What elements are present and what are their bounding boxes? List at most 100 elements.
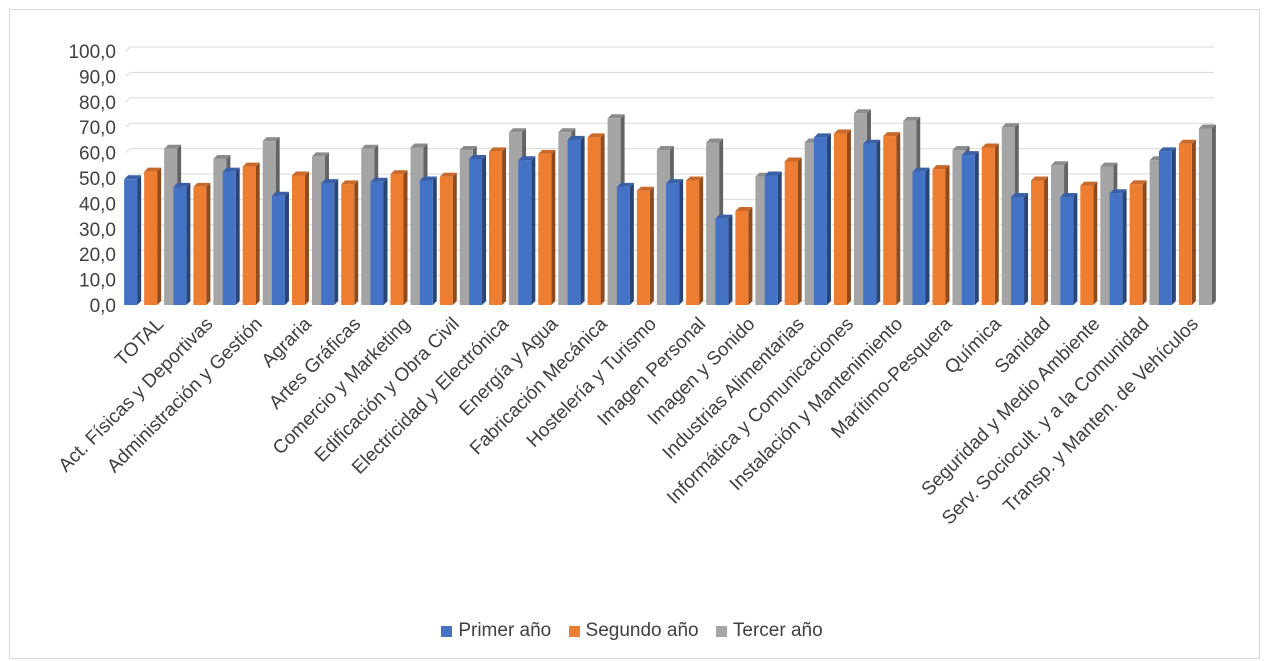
bar-top xyxy=(715,214,733,219)
bar xyxy=(735,207,753,305)
bar-side xyxy=(699,176,704,305)
bar-top xyxy=(1158,147,1176,152)
bar-side xyxy=(551,149,556,305)
bar-front xyxy=(715,218,729,305)
bar-side xyxy=(206,182,211,305)
bar-top xyxy=(666,179,684,184)
bar-side xyxy=(137,175,142,305)
bar-top xyxy=(587,133,605,138)
bar-side xyxy=(1122,189,1127,305)
bar-front xyxy=(636,190,650,305)
bar xyxy=(222,167,240,305)
bar xyxy=(833,129,851,305)
bar xyxy=(518,156,536,305)
bar-front xyxy=(1109,193,1123,305)
bar-side xyxy=(846,129,851,305)
bar-front xyxy=(1129,184,1143,305)
bar-side xyxy=(186,182,191,305)
bar xyxy=(961,151,979,305)
gridline-side xyxy=(125,97,131,103)
bar-top xyxy=(656,146,674,151)
bar-side xyxy=(304,171,309,305)
bar-front xyxy=(961,155,975,305)
bar-top xyxy=(370,177,388,182)
bar-front xyxy=(419,180,433,305)
bar-front xyxy=(1158,151,1172,305)
bar-top xyxy=(903,116,921,121)
bar-top xyxy=(607,114,625,119)
bar-side xyxy=(777,171,782,305)
bar-side xyxy=(452,172,457,305)
bar-front xyxy=(370,181,384,305)
legend-item-tercer: Tercer año xyxy=(715,620,823,642)
bar-top xyxy=(1109,189,1127,194)
bar-side xyxy=(403,170,408,305)
bar-side xyxy=(1093,181,1098,305)
bar-top xyxy=(1198,124,1216,129)
bar-side xyxy=(1191,139,1196,305)
bar xyxy=(567,135,585,305)
bar-front xyxy=(321,183,335,305)
bar-front xyxy=(616,186,630,305)
bar-front xyxy=(932,169,946,305)
bar-top xyxy=(439,172,457,177)
y-tick-label: 30,0 xyxy=(79,220,116,241)
gridline-side xyxy=(125,46,131,52)
bar-top xyxy=(419,176,437,181)
bar-side xyxy=(235,167,240,305)
bar-top xyxy=(213,154,231,159)
bar xyxy=(1031,176,1049,305)
bar-side xyxy=(826,133,831,305)
bar-side xyxy=(876,139,881,305)
bar-top xyxy=(361,144,379,149)
bar-side xyxy=(1073,193,1078,305)
bar-top xyxy=(952,146,970,151)
bar-side xyxy=(334,179,339,305)
bar-front xyxy=(538,153,552,305)
bar-front xyxy=(912,171,926,305)
bar-side xyxy=(1044,176,1049,305)
bar-side xyxy=(748,207,753,305)
bar xyxy=(469,154,487,305)
bar-top xyxy=(321,179,339,184)
legend-swatch-tercer xyxy=(715,625,727,637)
bar-side xyxy=(383,177,388,305)
bar-front xyxy=(981,147,995,305)
chart-frame xyxy=(9,9,1260,659)
bar-top xyxy=(912,167,930,172)
bar-side xyxy=(531,156,536,305)
bar-front xyxy=(1198,128,1212,305)
bar-top xyxy=(311,152,329,157)
bar-side xyxy=(502,147,507,305)
y-tick-label: 20,0 xyxy=(79,245,116,266)
bar xyxy=(1060,193,1078,305)
bar-side xyxy=(945,165,950,305)
bar xyxy=(883,132,901,305)
legend-label-tercer: Tercer año xyxy=(732,620,823,641)
bar-top xyxy=(863,139,881,144)
bar-front xyxy=(863,143,877,305)
bar-front xyxy=(587,137,601,305)
bar-front xyxy=(390,174,404,305)
gridline-side xyxy=(125,122,131,128)
bar-top xyxy=(518,156,536,161)
bar-front xyxy=(813,137,827,305)
bar-side xyxy=(1211,124,1216,305)
bar-side xyxy=(284,191,289,305)
bar-top xyxy=(538,149,556,154)
bar-top xyxy=(1100,162,1118,167)
bar-top xyxy=(853,109,871,114)
bar xyxy=(784,157,802,305)
bar xyxy=(173,182,191,305)
y-tick-label: 70,0 xyxy=(79,118,116,139)
bar-top xyxy=(833,129,851,134)
y-tick-label: 90,0 xyxy=(79,67,116,88)
bar xyxy=(1129,180,1147,305)
bar-top xyxy=(558,128,576,133)
bar xyxy=(1158,147,1176,305)
y-tick-label: 60,0 xyxy=(79,144,116,165)
bar-top xyxy=(686,176,704,181)
bar-front xyxy=(173,186,187,305)
bar-front xyxy=(222,171,236,305)
